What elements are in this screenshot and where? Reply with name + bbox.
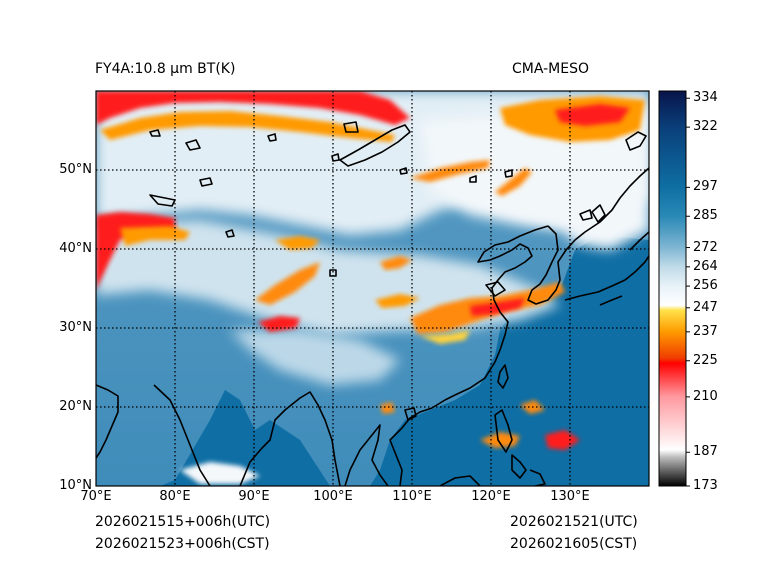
cold-top-scs-small xyxy=(380,402,395,414)
lake-small-2 xyxy=(185,139,201,151)
colorbar-label-225: 225 xyxy=(693,352,718,368)
lat-tick-label-50: 50°N xyxy=(59,162,92,177)
colorbar-label-285: 285 xyxy=(693,208,718,224)
coast-borneo xyxy=(439,475,481,486)
cold-top-northwest-edge xyxy=(120,226,190,246)
coastlines xyxy=(96,121,649,486)
colorbar-label-322: 322 xyxy=(693,119,718,135)
lat-tick-label-10: 10°N xyxy=(59,478,92,493)
coast-sakhalin xyxy=(591,204,606,223)
footer-init-utc: 2026021515+006h(UTC) xyxy=(95,514,271,530)
cold-top-india-south xyxy=(180,462,260,484)
colorbar-label-272: 272 xyxy=(693,239,718,255)
lake-small-10 xyxy=(579,209,593,221)
lat-tick-label-30: 30°N xyxy=(59,320,92,335)
colorbar-label-334: 334 xyxy=(693,90,718,106)
coast-japan-hokkaido xyxy=(625,131,647,151)
coast-shandong xyxy=(485,281,506,297)
lake-small-1 xyxy=(149,129,161,137)
footer-valid-utc: 2026021521(UTC) xyxy=(510,514,638,530)
colorbar xyxy=(658,90,690,487)
colorbar-label-297: 297 xyxy=(693,179,718,195)
lat-tick-label-40: 40°N xyxy=(59,241,92,256)
coast-japan xyxy=(564,231,649,306)
colorbar-gradient xyxy=(658,90,687,487)
gridlines xyxy=(96,91,649,486)
cold-top-sichuan xyxy=(375,294,420,308)
lon-tick-label-70: 70°E xyxy=(80,489,112,504)
colorbar-label-264: 264 xyxy=(693,258,718,274)
title-left: FY4A:10.8 µm BT(K) xyxy=(95,61,236,77)
lon-tick-label-120: 120°E xyxy=(471,489,511,504)
footer-init-cst: 2026021523+006h(CST) xyxy=(95,536,270,552)
lake-small-6 xyxy=(329,269,337,277)
satellite-image xyxy=(96,91,649,486)
coast-india xyxy=(153,384,341,486)
lake-small-4 xyxy=(343,121,359,133)
coast-luzon xyxy=(494,409,513,453)
lon-tick-label-110: 110°E xyxy=(392,489,432,504)
lat-tick-label-20: 20°N xyxy=(59,399,92,414)
coast-indochina xyxy=(344,394,456,486)
cold-top-central-asia xyxy=(255,262,320,305)
lake-small-5 xyxy=(225,229,235,238)
lake-small-7 xyxy=(399,167,408,175)
coast-arabia-india xyxy=(96,384,119,459)
colorbar-label-247: 247 xyxy=(693,299,718,315)
cloud-cover-central xyxy=(230,330,400,385)
coast-philippines xyxy=(511,454,546,486)
lon-tick-label-100: 100°E xyxy=(313,489,353,504)
cold-top-yangtze-edge xyxy=(420,330,470,344)
lake-balkhash xyxy=(149,194,176,207)
cold-top-northeast-core xyxy=(555,104,630,126)
title-right: CMA-MESO xyxy=(512,61,590,77)
cold-top-north-arc-edge xyxy=(100,111,395,142)
colorbar-label-210: 210 xyxy=(693,388,718,404)
lon-tick-label-130: 130°E xyxy=(550,489,590,504)
colorbar-label-237: 237 xyxy=(693,323,718,339)
cold-top-mongolia xyxy=(275,236,320,250)
coast-taiwan xyxy=(497,364,509,389)
footer-valid-cst: 2026021605(CST) xyxy=(510,536,638,552)
coast-hainan xyxy=(404,407,417,421)
map-frame xyxy=(95,90,650,487)
coast-korea xyxy=(527,167,649,305)
lake-small-9 xyxy=(504,169,513,178)
lake-small-11 xyxy=(469,175,477,183)
cold-top-philippine-sea xyxy=(545,430,580,450)
lake-baikal xyxy=(339,124,411,167)
lake-small-8 xyxy=(199,177,213,187)
cold-top-north-china xyxy=(380,256,412,270)
cold-top-band-50n xyxy=(410,160,490,182)
colorbar-label-187: 187 xyxy=(693,444,718,460)
lon-tick-label-90: 90°E xyxy=(238,489,270,504)
colorbar-label-173: 173 xyxy=(693,478,718,493)
cold-top-band-ne xyxy=(495,168,532,196)
lon-tick-label-80: 80°E xyxy=(159,489,191,504)
lake-small-3 xyxy=(267,133,277,142)
colorbar-label-256: 256 xyxy=(693,278,718,294)
